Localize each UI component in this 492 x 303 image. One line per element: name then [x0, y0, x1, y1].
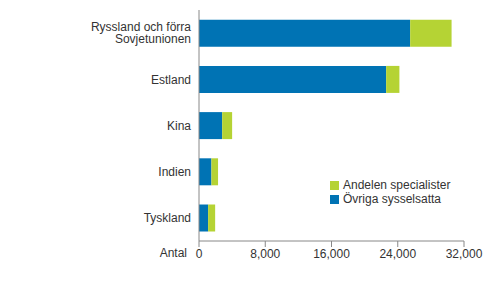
svg-text:Antal: Antal — [160, 246, 187, 260]
svg-text:Indien: Indien — [158, 165, 191, 179]
html-text:Övriga sysselsatta: Övriga sysselsatta — [343, 192, 441, 206]
svg-text:Ryssland och förraSovjetunione: Ryssland och förraSovjetunionen — [91, 20, 191, 46]
svg-text:0: 0 — [196, 247, 203, 261]
svg-text:Estland: Estland — [151, 73, 191, 87]
svg-text:16,000: 16,000 — [313, 247, 350, 261]
svg-text:Kina: Kina — [167, 119, 191, 133]
svg-text:Tyskland: Tyskland — [144, 211, 191, 225]
svg-text:24,000: 24,000 — [379, 247, 416, 261]
svg-text:8,000: 8,000 — [250, 247, 280, 261]
svg-text:32,000: 32,000 — [446, 247, 483, 261]
html-text:Andelen specialister: Andelen specialister — [343, 178, 451, 192]
